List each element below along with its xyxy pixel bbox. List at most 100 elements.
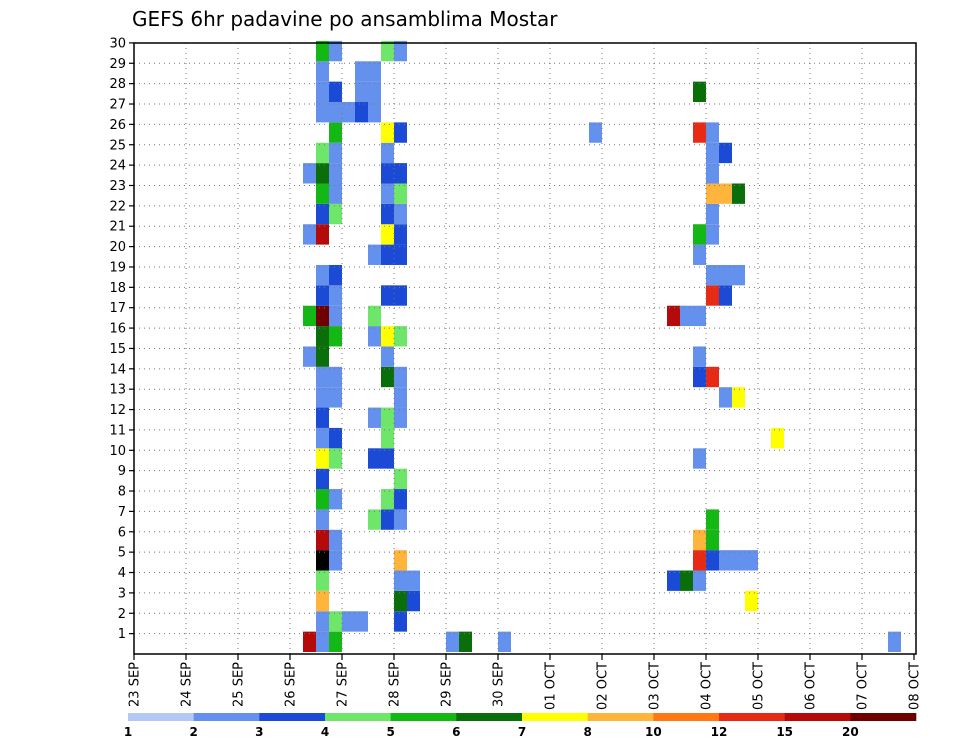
heatmap-cell [706,142,719,164]
grid-lines [134,42,916,654]
heatmap-cell [381,509,394,530]
heatmap-cell [394,590,407,612]
heatmap-cell [693,224,706,245]
y-tick-label: 23 [109,179,126,194]
x-tick-label: 02 OCT [596,662,611,710]
heatmap-cell [316,570,329,591]
heatmap-cell [368,326,381,347]
colorbar-swatch [522,713,588,721]
heatmap-cell [394,570,407,591]
heatmap-cell [303,163,316,184]
colorbar-label: 7 [518,725,526,739]
y-tick-label: 24 [109,159,126,174]
heatmap-cell [316,387,329,408]
chart-title: GEFS 6hr padavine po ansamblima Mostar [132,7,558,31]
y-tick-label: 15 [109,342,126,357]
colorbar: 1 2 3 4 5 6 7 8 10 12 15 20 [124,713,917,739]
y-tick-label: 1 [118,627,126,642]
heatmap-cell [498,631,511,652]
heatmap-cell [381,427,394,449]
y-tick-label: 27 [109,98,126,113]
heatmap-cell [732,183,745,204]
x-tick-label: 29 SEP [440,662,455,707]
y-tick-label: 26 [109,118,126,133]
heatmap-cell [693,529,706,551]
colorbar-swatch [128,713,194,721]
heatmap-cell [368,102,381,123]
heatmap-cell [381,244,394,265]
heatmap-cell [316,40,329,62]
heatmap-cell [394,224,407,245]
heatmap-cell [355,102,368,123]
colorbar-label: 4 [321,725,329,739]
heatmap-cell [316,611,329,632]
y-tick-label: 14 [109,362,126,377]
heatmap-cell [706,264,719,286]
colorbar-swatch [456,713,523,721]
heatmap-cell [329,387,342,408]
heatmap-cell [368,244,381,265]
heatmap-cell [381,326,394,347]
heatmap-cell [381,122,394,143]
heatmap-cell [719,387,732,408]
heatmap-cell [329,611,342,632]
heatmap-cell [316,529,329,551]
heatmap-cell [329,366,342,388]
heatmap-cell [316,81,329,103]
heatmap-cell [693,122,706,143]
heatmap-cell [589,122,602,143]
heatmap-cell [381,346,394,367]
heatmap-cell [732,550,745,571]
heatmap-cell [303,346,316,367]
y-tick-label: 13 [109,383,126,398]
x-tick-label: 27 SEP [336,662,351,707]
heatmap-cell [355,611,368,632]
heatmap-cell [316,427,329,449]
heatmap-cell [329,285,342,306]
y-tick-label: 28 [109,77,126,92]
y-tick-label: 30 [109,36,126,51]
heatmap-cell [394,163,407,184]
y-tick-label: 3 [118,586,126,601]
colorbar-swatch [325,713,391,721]
heatmap-cell [381,163,394,184]
heatmap-cell [316,142,329,164]
colorbar-label: 5 [386,725,394,739]
heatmap-cell [693,570,706,591]
heatmap-cell [732,387,745,408]
heatmap-cell [316,489,329,510]
heatmap-cell [381,183,394,204]
heatmap-cell [316,183,329,204]
heatmap-cell [329,203,342,225]
heatmap-cell [381,489,394,510]
heatmap-cell [719,285,732,306]
heatmap-cell [316,550,329,571]
y-tick-label: 9 [118,464,126,479]
heatmap-cell [381,142,394,164]
heatmap-cell [316,326,329,347]
heatmap-cell [706,285,719,306]
heatmap-cell [407,570,420,591]
heatmap-cell [329,264,342,286]
y-tick-label: 2 [118,607,126,622]
heatmap-cells [303,40,901,652]
y-tick-label: 12 [109,403,126,418]
heatmap-cell [745,550,758,571]
heatmap-cell [745,590,758,612]
colorbar-swatch [850,713,917,721]
heatmap-cell [316,203,329,225]
y-tick-label: 25 [109,138,126,153]
x-tick-label: 07 OCT [856,662,871,710]
heatmap-cell [329,81,342,103]
x-tick-label: 06 OCT [804,662,819,710]
heatmap-cell [693,550,706,571]
y-tick-label: 17 [109,301,126,316]
heatmap-cell [329,326,342,347]
heatmap-cell [368,81,381,103]
heatmap-cell [329,163,342,184]
heatmap-cell [381,285,394,306]
heatmap-cell [316,366,329,388]
x-axis-ticks: 23 SEP 24 SEP 25 SEP 26 SEP 27 SEP 28 SEP 29 S… [128,654,923,710]
heatmap-cell [719,550,732,571]
heatmap-cell [368,61,381,82]
